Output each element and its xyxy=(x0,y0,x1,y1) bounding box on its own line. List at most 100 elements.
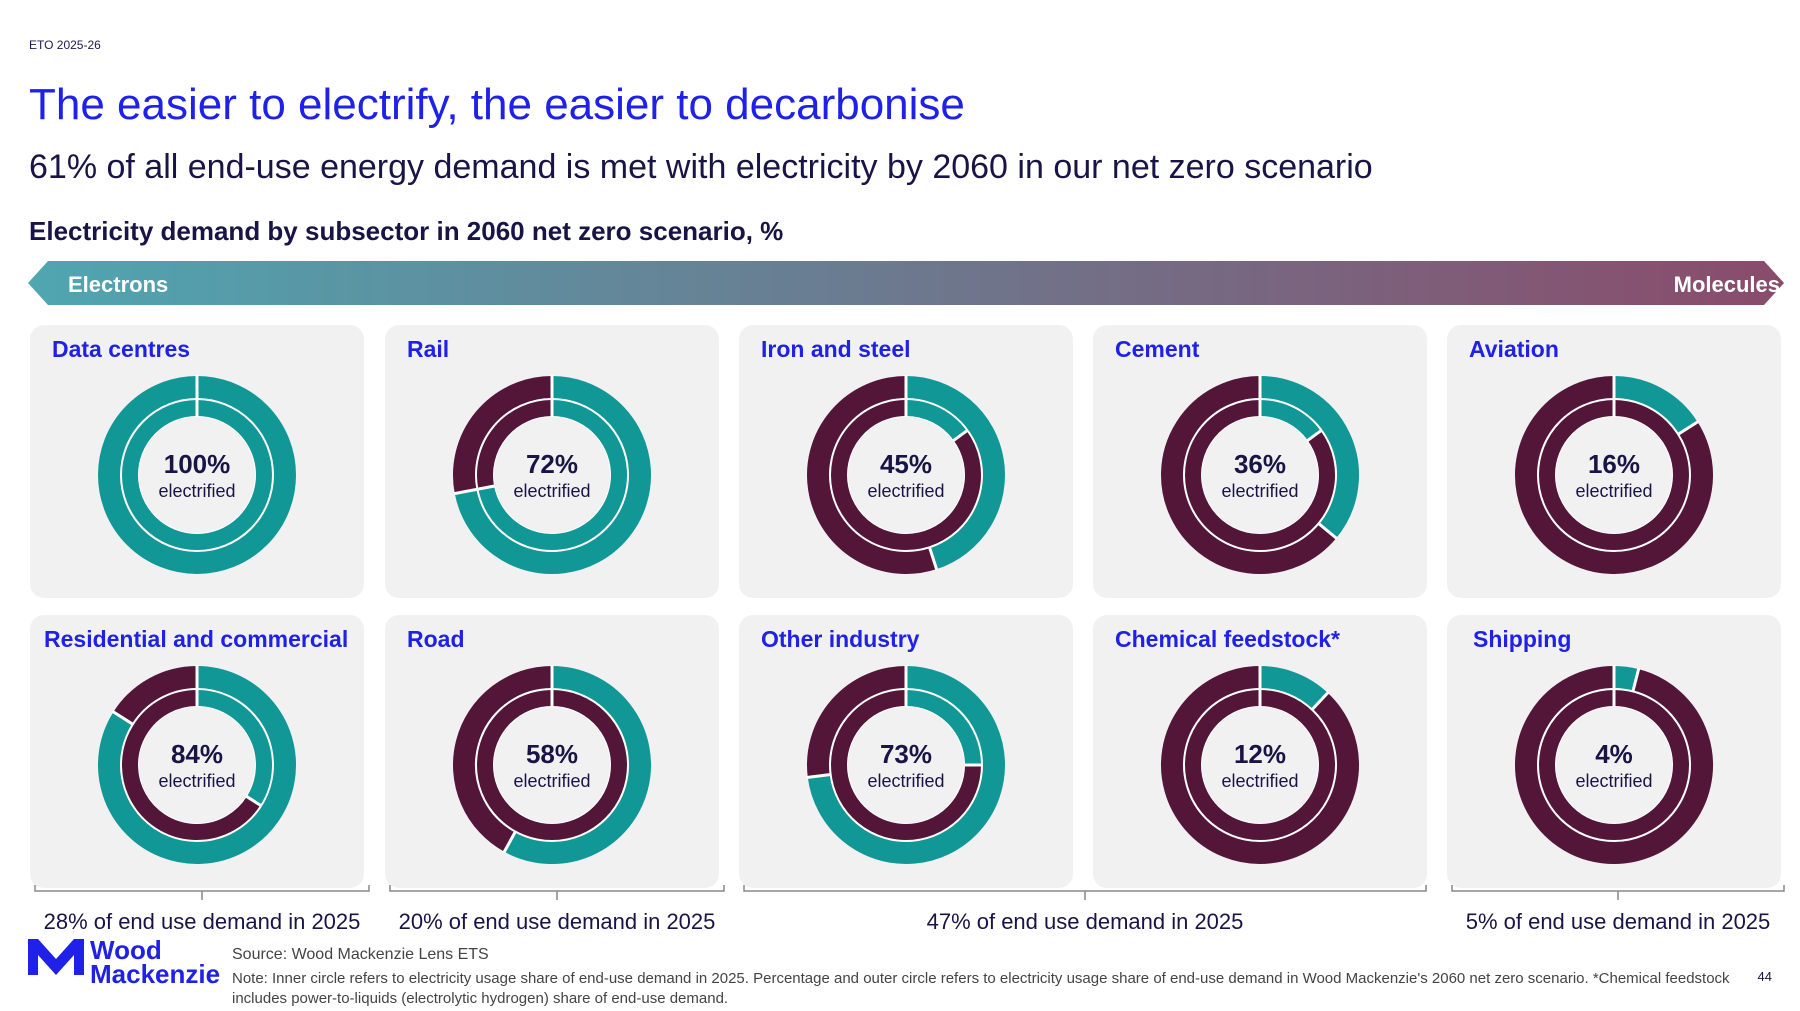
donut-chart: 45%electrified xyxy=(807,375,1005,574)
donut-electrified-label: electrified xyxy=(1221,481,1298,501)
donut-electrified-label: electrified xyxy=(513,771,590,791)
panel-title: Aviation xyxy=(1469,336,1559,362)
outer-ring-2060-electrified-segment xyxy=(98,666,296,864)
eto-label: ETO 2025-26 xyxy=(29,38,101,52)
outer-ring-2060-separator xyxy=(111,710,134,726)
donut-center xyxy=(494,707,610,823)
group-share-label: 47% of end use demand in 2025 xyxy=(926,909,1244,934)
inner-ring-2025-non-electrified-segment xyxy=(831,690,981,840)
inner-ring-2025-separator xyxy=(1306,429,1323,443)
note-text: Note: Inner circle refers to electricity… xyxy=(232,970,1730,1007)
donut-electrified-label: electrified xyxy=(867,771,944,791)
panel-title: Other industry xyxy=(761,626,920,652)
donut-electrified-label: electrified xyxy=(158,481,235,501)
inner-ring-2025 xyxy=(477,689,627,840)
inner-ring-2025-electrified-segment xyxy=(1259,400,1321,441)
outer-ring-2060-separator xyxy=(806,773,831,780)
inner-ring-2025-non-electrified-segment xyxy=(1185,400,1335,550)
panel-title: Shipping xyxy=(1473,626,1572,652)
donut-electrified-label: electrified xyxy=(513,481,590,501)
inner-ring-2025 xyxy=(831,399,981,550)
outer-ring-2060-separator xyxy=(1677,420,1700,436)
outer-ring-2060-separator xyxy=(1631,667,1641,692)
inner-ring-2025 xyxy=(1185,689,1335,840)
donut-chart: 16%electrified xyxy=(1515,375,1713,574)
outer-ring-2060 xyxy=(1161,375,1359,574)
panel-cement: Cement 36% electrified xyxy=(1093,325,1427,598)
donut-center xyxy=(848,707,964,823)
donut-percentage-label: 16% xyxy=(1588,449,1640,479)
donut-chart: 4%electrified xyxy=(1515,665,1713,864)
outer-ring-2060-electrified-segment xyxy=(807,666,1005,864)
outer-ring-2060-electrified-segment xyxy=(1613,666,1639,691)
group-bracket xyxy=(389,883,725,901)
outer-ring-2060-electrified-segment xyxy=(1613,376,1698,435)
logo-line-2: Mackenzie xyxy=(90,959,221,989)
outer-ring-2060 xyxy=(453,375,651,574)
outer-ring-2060-separator xyxy=(928,546,939,571)
outer-ring-2060-non-electrified-segment xyxy=(453,376,553,494)
outer-ring-2060-electrified-segment xyxy=(454,376,651,574)
donut-percentage-label: 72% xyxy=(526,449,578,479)
group-share-label: 20% of end use demand in 2025 xyxy=(398,909,716,934)
donut-percentage-label: 45% xyxy=(880,449,932,479)
donut-chart: 72%electrified xyxy=(453,375,651,574)
donut-center xyxy=(1556,707,1672,823)
panel-title: Iron and steel xyxy=(761,336,911,362)
inner-ring-2025-non-electrified-segment xyxy=(122,690,261,840)
outer-ring-2060-electrified-segment xyxy=(1259,376,1359,539)
donut-center xyxy=(1202,707,1318,823)
outer-ring-2060-non-electrified-segment xyxy=(1515,666,1713,864)
donut-chart: 58%electrified xyxy=(453,665,651,864)
panel-rail: Rail 72% electrified xyxy=(385,325,719,598)
logo-line-1: Wood xyxy=(90,935,162,965)
group-share-label: 28% of end use demand in 2025 xyxy=(43,909,361,934)
outer-ring-2060 xyxy=(453,665,651,864)
inner-ring-2025-separator xyxy=(245,794,262,807)
outer-ring-2060-electrified-segment xyxy=(504,666,651,864)
logo-text: Wood Mackenzie xyxy=(90,935,221,989)
electrons-molecules-arrow xyxy=(28,261,1784,305)
panel-title: Rail xyxy=(407,336,450,362)
donut-percentage-label: 4% xyxy=(1595,739,1633,769)
donut-percentage-label: 58% xyxy=(526,739,578,769)
group-bracket xyxy=(34,883,370,901)
outer-ring-2060-non-electrified-segment xyxy=(113,666,198,725)
donut-percentage-label: 12% xyxy=(1234,739,1286,769)
page-subtitle: 61% of all end-use energy demand is met … xyxy=(29,148,1373,186)
outer-ring-2060 xyxy=(98,375,296,574)
donut-percentage-label: 73% xyxy=(880,739,932,769)
outer-ring-2060-electrified-segment xyxy=(1259,666,1328,710)
group-bracket xyxy=(743,883,1427,901)
donut-center xyxy=(139,707,255,823)
inner-ring-2025-non-electrified-segment xyxy=(477,400,553,490)
outer-ring-2060 xyxy=(807,375,1005,574)
panel-residential-and-commercial: Residential and commercial 84% electrifie… xyxy=(30,615,364,888)
inner-ring-2025 xyxy=(477,399,627,550)
donut-center xyxy=(494,417,610,533)
donut-center xyxy=(848,417,964,533)
donut-center xyxy=(1556,417,1672,533)
inner-ring-2025-electrified-segment xyxy=(478,400,627,550)
outer-ring-2060-separator xyxy=(453,487,478,496)
group-share-label: 5% of end use demand in 2025 xyxy=(1465,909,1771,934)
inner-ring-2025 xyxy=(1185,399,1335,550)
donut-chart: 100%electrified xyxy=(98,375,296,574)
donut-electrified-label: electrified xyxy=(1575,771,1652,791)
panel-road: Road 58% electrified xyxy=(385,615,719,888)
source-text: Source: Wood Mackenzie Lens ETS xyxy=(232,946,489,963)
group-bracket xyxy=(1451,883,1785,901)
donut-chart: 36%electrified xyxy=(1161,375,1359,574)
panel-shipping: Shipping 4% electrified xyxy=(1447,615,1781,888)
outer-ring-2060 xyxy=(98,665,296,864)
electrons-label: Electrons xyxy=(68,272,169,297)
panel-other-industry: Other industry 73% electrified xyxy=(739,615,1073,888)
panel-aviation: Aviation 16% electrified xyxy=(1447,325,1781,598)
inner-ring-2025-non-electrified-segment xyxy=(831,400,981,550)
panel-title: Chemical feedstock* xyxy=(1115,626,1340,652)
outer-ring-2060-non-electrified-segment xyxy=(1161,376,1337,574)
donut-chart: 84%electrified xyxy=(98,665,296,864)
wood-mackenzie-logo-icon xyxy=(28,939,84,975)
outer-ring-2060-non-electrified-segment xyxy=(807,666,907,778)
inner-ring-2025-electrified-segment xyxy=(196,690,272,806)
